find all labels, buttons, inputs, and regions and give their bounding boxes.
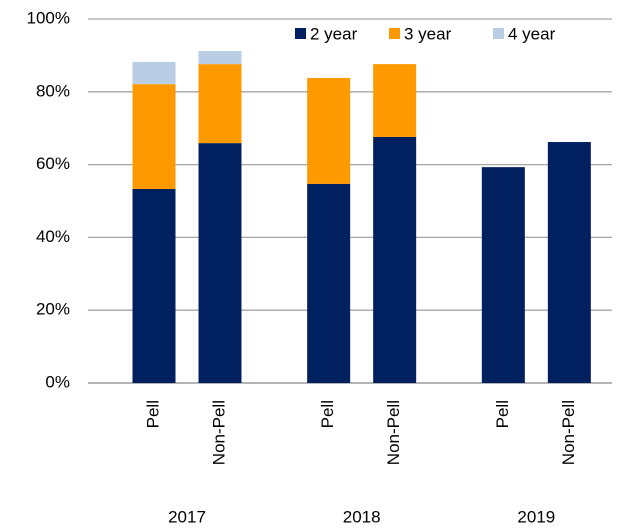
bar-segment	[373, 64, 417, 137]
y-tick-label: 0%	[45, 372, 70, 391]
bar-segment	[198, 51, 242, 65]
group-label: 2018	[343, 507, 381, 526]
legend-label: 2 year	[310, 24, 358, 43]
legend-swatch	[389, 28, 400, 39]
x-tick-label: Pell	[493, 400, 512, 428]
group-label: 2019	[517, 507, 555, 526]
legend-swatch	[493, 28, 504, 39]
bar-segment	[198, 64, 242, 144]
bar-segment	[132, 84, 176, 189]
y-tick-label: 40%	[36, 227, 70, 246]
x-tick-label: Non-Pell	[209, 400, 228, 465]
bar-segment	[481, 167, 525, 383]
bar-segment	[307, 183, 351, 383]
bar-segment	[132, 188, 176, 383]
legend-label: 4 year	[508, 24, 556, 43]
bar-segment	[373, 136, 417, 383]
bar-segment	[198, 143, 242, 383]
x-tick-label: Pell	[143, 400, 162, 428]
x-tick-label: Non-Pell	[384, 400, 403, 465]
x-tick-label: Pell	[318, 400, 337, 428]
x-tick-label: Non-Pell	[559, 400, 578, 465]
bar-segment	[132, 61, 176, 85]
y-tick-label: 20%	[36, 300, 70, 319]
legend-swatch	[295, 28, 306, 39]
y-tick-label: 100%	[27, 8, 70, 27]
y-tick-label: 80%	[36, 81, 70, 100]
bar-segment	[307, 77, 351, 184]
bar-segment	[547, 142, 591, 383]
legend-label: 3 year	[404, 24, 452, 43]
group-label: 2017	[168, 507, 206, 526]
y-tick-label: 60%	[36, 154, 70, 173]
